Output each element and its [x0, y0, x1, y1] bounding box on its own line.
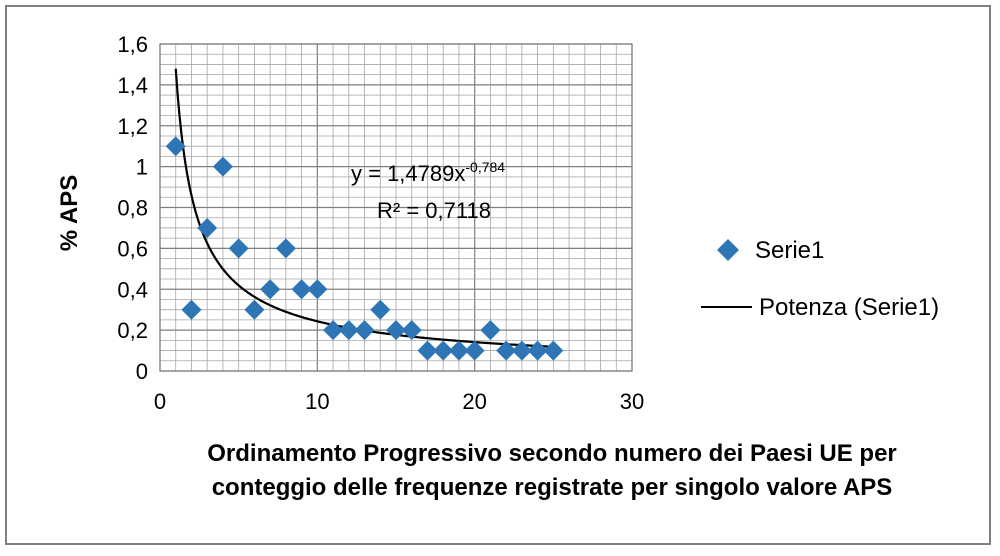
scatter-chart: 0 0,2 0,4 0,6 0,8 1 1,2 1,4 1,6 0 10 20 30 y = 1,47…	[56, 32, 939, 501]
y-tick-label: 1	[136, 155, 148, 180]
x-tick-label: 20	[462, 389, 486, 414]
y-tick-label: 0,2	[117, 318, 148, 343]
chart-frame: 0 0,2 0,4 0,6 0,8 1 1,2 1,4 1,6 0 10 20 30 y = 1,47…	[5, 5, 991, 545]
data-point	[275, 238, 296, 259]
data-point	[212, 156, 233, 177]
equation-exponent: -0,784	[465, 159, 505, 175]
y-tick-label: 0	[136, 359, 148, 384]
data-point	[527, 340, 548, 361]
data-point	[354, 320, 375, 341]
data-point	[433, 340, 454, 361]
equation-base: y = 1,4789x	[351, 161, 465, 186]
data-point	[370, 299, 391, 320]
data-point	[181, 299, 202, 320]
trendline-equation: y = 1,4789x-0,784	[351, 159, 505, 186]
data-point	[228, 238, 249, 259]
y-tick-label: 0,6	[117, 236, 148, 261]
data-point	[480, 320, 501, 341]
x-tick-labels: 0 10 20 30	[154, 389, 644, 414]
legend-label-trend: Potenza (Serie1)	[759, 294, 939, 321]
data-point	[386, 320, 406, 341]
y-tick-label: 0,4	[117, 277, 148, 302]
x-tick-label: 0	[154, 389, 166, 414]
x-tick-label: 10	[305, 389, 329, 414]
legend: Serie1 Potenza (Serie1)	[701, 237, 939, 321]
data-point	[543, 340, 564, 361]
data-points	[165, 136, 564, 361]
data-point	[448, 340, 469, 361]
data-point	[165, 136, 186, 157]
x-axis-title-line-2: conteggio delle frequenze registrate per…	[212, 474, 893, 501]
legend-marker-serie1	[717, 239, 739, 261]
data-point	[260, 279, 281, 300]
data-point	[244, 299, 265, 320]
legend-label-serie1: Serie1	[755, 237, 824, 264]
y-tick-label: 1,6	[117, 32, 148, 57]
data-point	[291, 279, 312, 300]
data-point	[197, 217, 218, 238]
y-tick-labels: 0 0,2 0,4 0,6 0,8 1 1,2 1,4 1,6	[117, 32, 148, 384]
data-point	[338, 320, 359, 341]
y-tick-label: 1,4	[117, 73, 148, 98]
y-tick-label: 1,2	[117, 114, 148, 139]
x-tick-label: 30	[620, 389, 644, 414]
y-axis-title: % APS	[56, 175, 83, 251]
plot-area-border	[159, 43, 633, 372]
data-point	[307, 279, 328, 300]
data-point	[401, 320, 422, 341]
grid	[159, 43, 633, 372]
r-squared-label: R² = 0,7118	[377, 198, 491, 223]
data-point	[496, 340, 517, 361]
data-point	[323, 320, 344, 341]
x-axis-title-line-1: Ordinamento Progressivo secondo numero d…	[207, 440, 897, 467]
data-point	[464, 340, 485, 361]
data-point	[417, 340, 438, 361]
y-tick-label: 0,8	[117, 196, 148, 221]
